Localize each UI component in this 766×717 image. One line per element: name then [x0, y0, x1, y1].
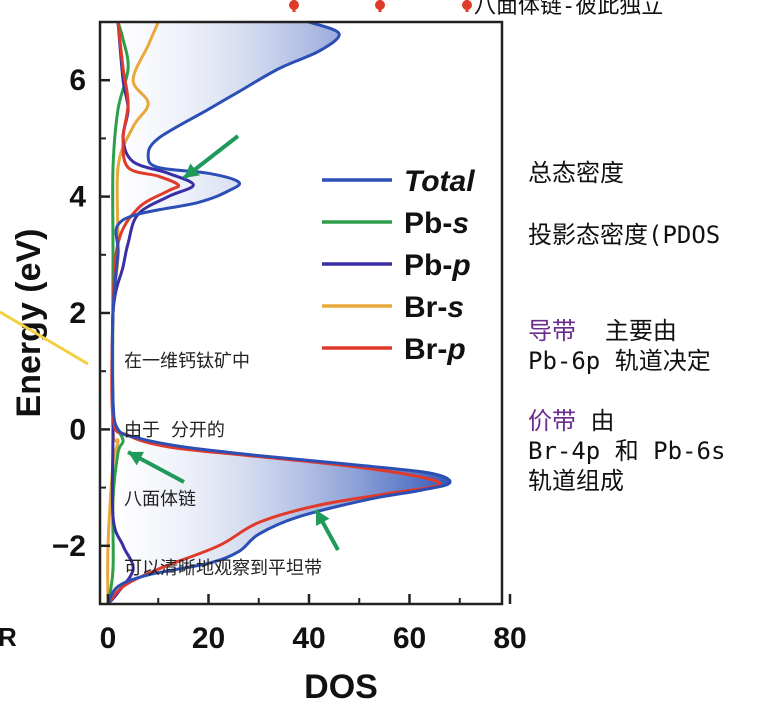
left-edge-letter: R	[0, 622, 17, 652]
legend-label-orbital: p	[451, 249, 470, 282]
y-tick-label-2: 2	[69, 297, 86, 330]
valence-band-rest: 由	[576, 407, 615, 435]
valence-band-line3: 轨道组成	[528, 467, 624, 495]
legend-label-br-s: Br-s	[404, 291, 464, 324]
flat-band-note-line1: 在一维钙钛矿中	[124, 351, 250, 372]
x-tick-label-0: 0	[100, 622, 117, 655]
top-marker-2	[462, 0, 472, 10]
y-tick-label-0: −2	[52, 530, 86, 563]
conduction-band-label: 导带	[528, 317, 576, 345]
x-tick-label-1: 20	[192, 622, 225, 655]
top-note: 八面体链-彼此独立	[474, 0, 664, 19]
legend-label-br-p: Br-p	[404, 333, 466, 366]
arrow-pb-p-peak-head	[184, 163, 200, 178]
arrow-pb-s-vb-head	[128, 451, 144, 466]
x-tick-label-2: 40	[292, 622, 325, 655]
pdos-note: 投影态密度(PDOS	[528, 221, 721, 249]
legend-label-orbital: s	[447, 291, 464, 324]
x-tick-label-4: 80	[493, 622, 526, 655]
series-line-total	[106, 20, 452, 605]
legend-label-pb-s: Pb-s	[404, 207, 469, 240]
flat-band-note-line4: 可以清晰地观察到平坦带	[124, 558, 322, 579]
yellow-pointer-line	[0, 310, 89, 366]
legend-label-total: Total	[404, 165, 475, 198]
conduction-band-line2: Pb-6p 轨道决定	[528, 347, 711, 375]
top-marker-1	[375, 0, 385, 10]
x-axis-label: DOS	[304, 668, 378, 706]
flat-band-note-line3: 八面体链	[124, 489, 196, 510]
valence-band-line2: Br-4p 和 Pb-6s	[528, 437, 726, 465]
valence-band-note: 价带 由	[528, 406, 614, 436]
y-tick-label-3: 4	[69, 181, 86, 214]
flat-band-note: 在一维钙钛矿中 由于 分开的 八面体链 可以清晰地观察到平坦带	[124, 304, 322, 626]
y-tick-label-4: 6	[69, 64, 86, 97]
conduction-band-note: 导带 主要由	[528, 316, 677, 346]
conduction-band-rest: 主要由	[576, 317, 677, 345]
legend-label-pb-p: Pb-p	[404, 249, 471, 282]
total-dos-note: 总态密度	[528, 159, 624, 187]
valence-band-label: 价带	[528, 407, 576, 435]
total-dos-fill	[108, 22, 451, 604]
y-tick-label-1: 0	[69, 413, 86, 446]
flat-band-note-line2: 由于 分开的	[124, 420, 225, 441]
legend-label-orbital: p	[446, 333, 465, 366]
top-marker-0	[289, 0, 299, 10]
legend-label-orbital: s	[452, 207, 469, 240]
x-tick-label-3: 60	[393, 622, 426, 655]
arrow-br-p-vb-head	[316, 510, 330, 526]
